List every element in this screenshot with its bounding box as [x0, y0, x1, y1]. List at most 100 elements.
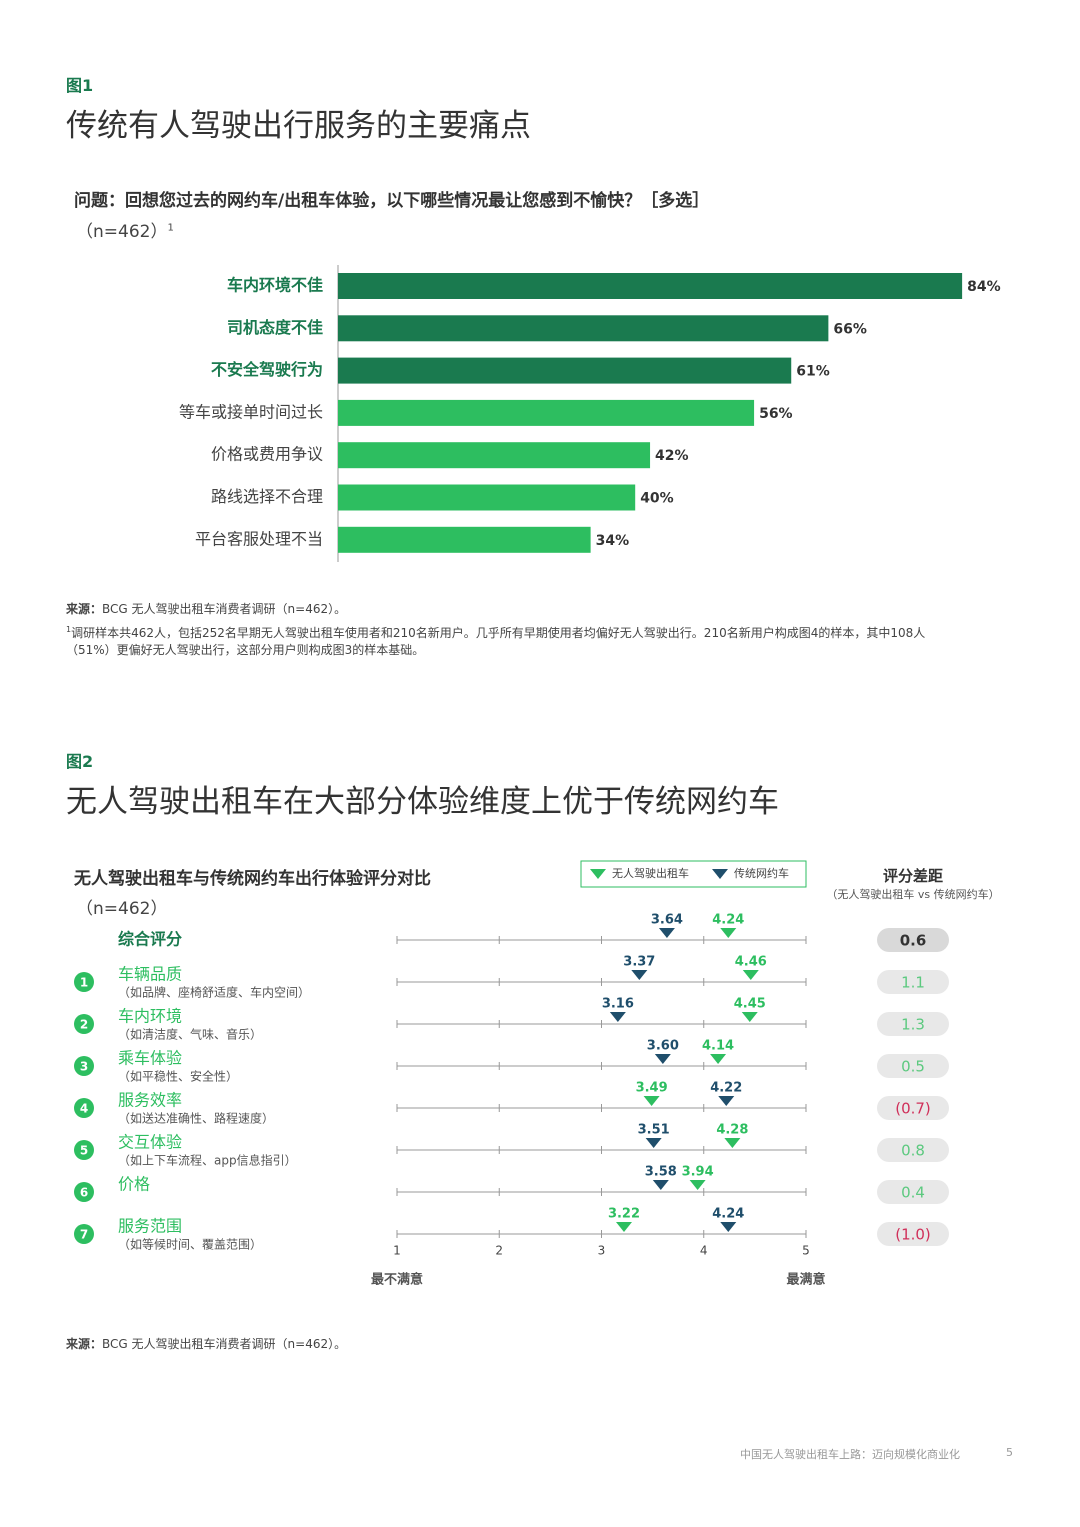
- value-label: 4.14: [702, 1039, 734, 1054]
- x-tick-label: 2: [495, 1244, 503, 1258]
- bar: [338, 442, 651, 469]
- value-label: 4.45: [734, 997, 766, 1012]
- value-label: 3.51: [638, 1123, 670, 1138]
- number-badge: [74, 1224, 94, 1244]
- source-label: 来源：: [66, 1337, 103, 1351]
- category-note: （如品牌、座椅舒适度、车内空间）: [118, 985, 310, 1000]
- marker: [718, 1096, 735, 1106]
- footnote-text: 调研样本共462人，包括252名早期无人驾驶出租车使用者和210名新用户。几乎所…: [66, 626, 926, 657]
- bar: [338, 399, 755, 426]
- category-note: （如上下车流程、app信息指引）: [118, 1153, 297, 1168]
- value-label: 4.24: [712, 913, 744, 928]
- marker: [710, 1054, 727, 1064]
- marker: [590, 869, 606, 879]
- category-label: 司机态度不佳: [227, 318, 323, 337]
- page-number: 5: [1006, 1446, 1013, 1459]
- number-badge: [74, 1140, 94, 1160]
- category-note: （如送达准确性、路程速度）: [118, 1111, 274, 1126]
- category-note: （如等候时间、覆盖范围）: [118, 1237, 262, 1252]
- category-label: 平台客服处理不当: [195, 529, 323, 548]
- value-label: 4.22: [710, 1081, 742, 1096]
- gap-pill: [877, 1180, 949, 1204]
- gap-label: 0.5: [901, 1058, 925, 1076]
- footnote: 1调研样本共462人，包括252名早期无人驾驶出租车使用者和210名新用户。几乎…: [66, 621, 966, 659]
- category-label: 综合评分: [118, 930, 182, 949]
- category-label: 车辆品质: [118, 965, 182, 984]
- gap-pill: [877, 1054, 949, 1078]
- legend-label: 无人驾驶出租车: [612, 866, 689, 880]
- marker: [742, 970, 759, 980]
- category-label: 路线选择不合理: [211, 487, 323, 506]
- x-tick-label: 5: [802, 1244, 810, 1258]
- gap-label: 0.8: [901, 1142, 925, 1160]
- value-label: 4.46: [735, 955, 767, 970]
- gap-title: 评分差距: [882, 867, 943, 885]
- category-label: 价格或费用争议: [211, 445, 323, 464]
- note-mark: 1: [167, 222, 174, 234]
- number-label: 5: [80, 1144, 88, 1158]
- value-label: 56%: [759, 406, 793, 422]
- category-label: 服务范围: [118, 1217, 182, 1236]
- marker: [658, 928, 675, 938]
- figure-label: 图1: [66, 76, 94, 95]
- value-label: 42%: [655, 448, 689, 464]
- category-label: 车内环境: [118, 1007, 182, 1026]
- value-label: 3.64: [651, 913, 683, 928]
- gap-label: (1.0): [895, 1226, 931, 1244]
- x-tick-label: 1: [393, 1244, 401, 1258]
- marker: [741, 1012, 758, 1022]
- footer-text: 中国无人驾驶出租车上路：迈向规模化商业化: [740, 1448, 960, 1461]
- gap-label: 1.3: [901, 1016, 925, 1034]
- bar: [338, 526, 591, 553]
- number-label: 7: [80, 1228, 88, 1242]
- gap-label: (0.7): [895, 1100, 931, 1118]
- category-label: 等车或接单时间过长: [179, 402, 323, 421]
- bar: [338, 273, 963, 299]
- number-label: 1: [80, 976, 88, 990]
- gap-label: 0.6: [900, 932, 927, 950]
- sample-size: （n=462）: [76, 222, 168, 242]
- source: 来源：BCG 无人驾驶出租车消费者调研（n=462）。: [66, 1335, 346, 1352]
- figure-title: 传统有人驾驶出行服务的主要痛点: [66, 108, 531, 144]
- marker: [712, 869, 728, 879]
- gap-pill: [877, 1222, 949, 1246]
- marker: [720, 1222, 737, 1232]
- marker: [652, 1180, 669, 1190]
- number-label: 3: [80, 1060, 88, 1074]
- chart-title: 无人驾驶出租车与传统网约车出行体验评分对比: [74, 869, 431, 889]
- value-label: 3.60: [647, 1039, 679, 1054]
- category-note: （如平稳性、安全性）: [118, 1069, 238, 1084]
- value-label: 3.22: [608, 1207, 640, 1222]
- bar: [338, 357, 792, 384]
- number-label: 4: [80, 1102, 88, 1116]
- marker: [609, 1012, 626, 1022]
- source-label: 来源：: [66, 602, 103, 616]
- gap-pill: [877, 1012, 949, 1036]
- gap-pill: [877, 1138, 949, 1162]
- number-badge: [74, 1014, 94, 1034]
- category-label: 不安全驾驶行为: [211, 360, 323, 379]
- gap-subtitle: （无人驾驶出租车 vs 传统网约车）: [826, 888, 1000, 901]
- value-label: 34%: [596, 533, 630, 549]
- gap-label: 1.1: [901, 974, 925, 992]
- figure-label: 图2: [66, 752, 94, 771]
- number-badge: [74, 1056, 94, 1076]
- source: 来源：BCG 无人驾驶出租车消费者调研（n=462）。: [66, 600, 346, 617]
- marker: [645, 1138, 662, 1148]
- x-axis-label: 最不满意: [371, 1272, 423, 1288]
- number-badge: [74, 1098, 94, 1118]
- x-axis-label: 最满意: [786, 1272, 825, 1288]
- legend-label: 传统网约车: [734, 866, 789, 880]
- category-label: 交互体验: [118, 1133, 182, 1152]
- value-label: 3.58: [645, 1165, 677, 1180]
- value-label: 66%: [833, 321, 867, 337]
- marker: [720, 928, 737, 938]
- chart-subtitle: （n=462）1: [76, 217, 174, 242]
- category-label: 乘车体验: [118, 1049, 182, 1068]
- number-label: 6: [80, 1186, 88, 1200]
- marker: [643, 1096, 660, 1106]
- marker: [689, 1180, 706, 1190]
- category-label: 价格: [118, 1175, 150, 1194]
- figure-title: 无人驾驶出租车在大部分体验维度上优于传统网约车: [66, 784, 779, 820]
